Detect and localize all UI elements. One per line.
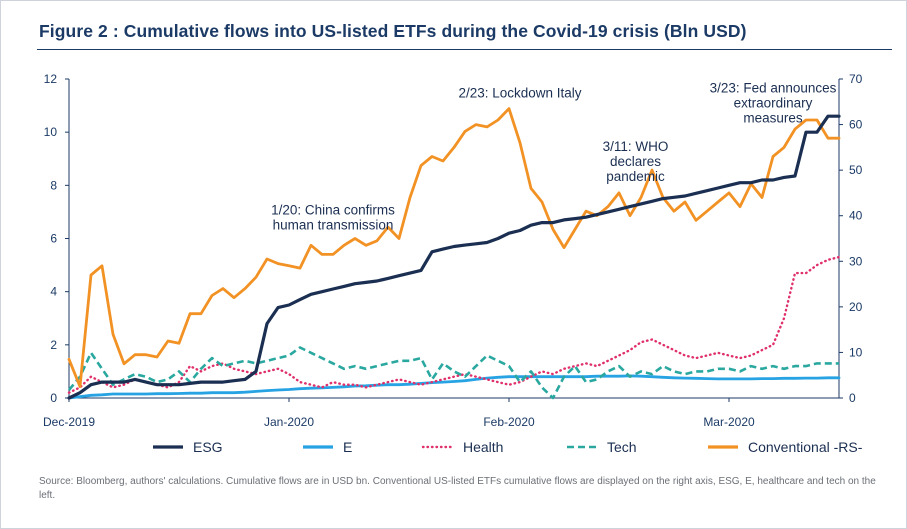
legend-label: Health — [463, 439, 503, 455]
y-right-tick-label: 0 — [849, 391, 856, 405]
annotation-line: 3/23: Fed announces — [710, 80, 837, 95]
y-right-tick-label: 30 — [849, 254, 863, 268]
y-right-tick-label: 10 — [849, 345, 863, 359]
x-tick-label: Dec-2019 — [43, 415, 95, 429]
annotation-1: 1/20: China confirms human transmission — [271, 203, 395, 233]
source-note: Source: Bloomberg, authors' calculations… — [39, 476, 876, 501]
y-left-tick-label: 8 — [50, 178, 57, 192]
legend-label: Conventional -RS- — [748, 439, 863, 455]
series-line-tech — [67, 346, 839, 400]
series-lines — [67, 107, 841, 400]
title-rule — [37, 49, 892, 50]
series-line-esg — [67, 114, 841, 400]
y-right-tick-label: 50 — [849, 163, 863, 177]
y-right-tick-label: 20 — [849, 300, 863, 314]
annotation-line: extraordinary — [734, 95, 813, 110]
annotation-line: 2/23: Lockdown Italy — [458, 86, 581, 101]
series-line-conventional-rs — [67, 107, 841, 389]
y-left-tick-label: 4 — [50, 285, 57, 299]
legend-label: E — [343, 439, 352, 455]
annotation-line: pandemic — [606, 169, 665, 184]
x-tick-label: Jan-2020 — [264, 415, 314, 429]
chart: 0 2 4 6 8 10 12 0 10 20 30 40 50 60 70 Dec-2019 Jan-2020… — [43, 72, 863, 455]
y-left-tick-label: 10 — [44, 125, 58, 139]
x-tick-label: Mar-2020 — [703, 415, 755, 429]
annotation-line: 3/11: WHO — [603, 139, 669, 154]
annotations: 1/20: China confirms human transmission 2/… — [271, 80, 837, 232]
figure-title: Figure 2 : Cumulative flows into US-list… — [39, 21, 747, 41]
y-left-tick-label: 6 — [50, 232, 57, 246]
y-left-tick-label: 2 — [50, 338, 57, 352]
series-line-e — [67, 374, 841, 400]
annotation-line: declares — [610, 154, 661, 169]
y-right-tick-label: 60 — [849, 118, 863, 132]
legend: ESG E Health Tech Conventional -RS- — [153, 439, 863, 455]
legend-label: Tech — [607, 439, 637, 455]
series-line-health — [67, 255, 841, 394]
y-right-tick-label: 70 — [849, 72, 863, 86]
y-right-tick-label: 40 — [849, 209, 863, 223]
annotation-3: 3/11: WHO declares pandemic — [603, 139, 669, 184]
y-left-tick-label: 12 — [44, 72, 58, 86]
annotation-line: 1/20: China confirms — [271, 203, 395, 218]
legend-label: ESG — [193, 439, 223, 455]
x-tick-label: Feb-2020 — [483, 415, 535, 429]
annotation-line: human transmission — [273, 218, 394, 233]
annotation-4: 3/23: Fed announces extraordinary measures — [710, 80, 837, 125]
axes: 0 2 4 6 8 10 12 0 10 20 30 40 50 60 70 Dec-2019 Jan-2020… — [43, 72, 863, 429]
annotation-line: measures — [743, 110, 803, 125]
y-left-tick-label: 0 — [50, 391, 57, 405]
annotation-2: 2/23: Lockdown Italy — [458, 86, 581, 101]
